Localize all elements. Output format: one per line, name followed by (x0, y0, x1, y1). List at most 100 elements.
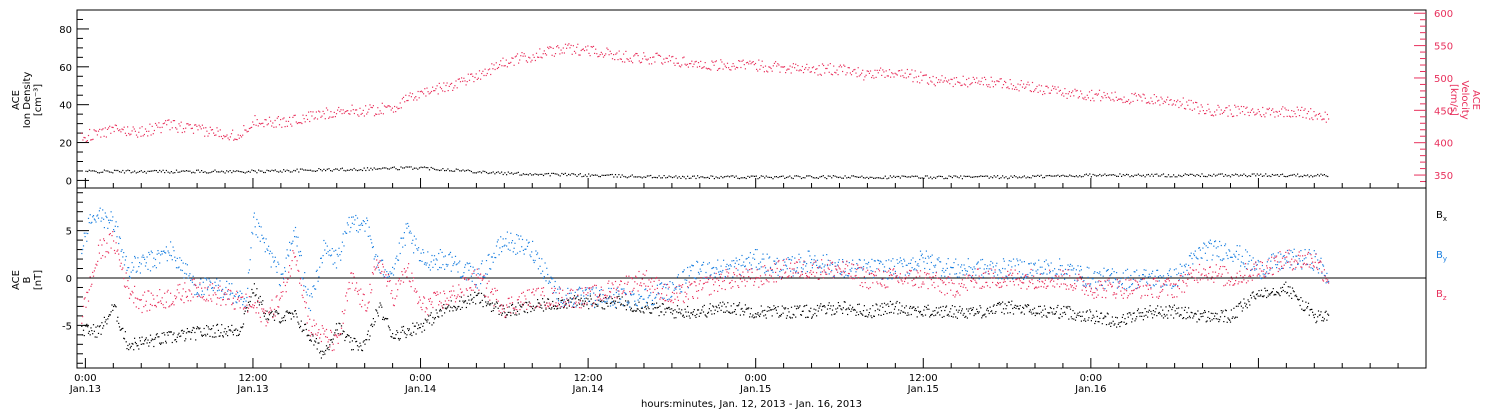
data-point (206, 325, 208, 327)
data-point (443, 304, 445, 306)
data-point (508, 62, 510, 64)
data-point (525, 248, 527, 250)
data-point (181, 131, 183, 134)
data-point (662, 303, 664, 305)
data-point (443, 82, 445, 84)
data-point (1061, 94, 1063, 96)
data-point (857, 67, 859, 69)
data-point (336, 253, 338, 255)
data-point (175, 127, 177, 129)
data-point (1077, 312, 1079, 314)
data-point (933, 83, 935, 85)
data-point (682, 314, 684, 316)
data-point (269, 250, 271, 252)
data-point (1271, 291, 1273, 293)
data-point (666, 284, 668, 286)
data-point (582, 48, 584, 50)
data-point (211, 129, 214, 131)
data-point (761, 60, 763, 62)
data-point (219, 171, 221, 173)
data-point (1285, 176, 1287, 178)
data-point (1298, 115, 1301, 117)
data-point (1250, 269, 1252, 271)
data-point (322, 354, 324, 356)
data-point (158, 122, 160, 124)
data-point (301, 330, 303, 333)
data-point (1294, 268, 1296, 270)
data-point (258, 122, 260, 124)
data-point (413, 99, 415, 101)
data-point (263, 312, 265, 314)
data-point (263, 315, 265, 317)
data-point (283, 316, 285, 319)
data-point (939, 81, 941, 83)
data-point (1219, 319, 1221, 321)
data-point (1159, 175, 1161, 177)
data-point (798, 253, 800, 255)
data-point (207, 326, 209, 328)
data-point (512, 173, 514, 175)
data-point (387, 168, 389, 170)
data-point (651, 63, 653, 65)
data-point (113, 130, 115, 133)
data-point (727, 268, 729, 270)
data-point (1019, 259, 1021, 261)
data-point (215, 134, 217, 136)
data-point (1012, 278, 1014, 280)
data-point (964, 316, 966, 318)
data-point (1162, 285, 1164, 287)
data-point (649, 57, 651, 59)
data-point (849, 177, 851, 179)
data-point (1104, 94, 1106, 97)
data-point (285, 120, 287, 122)
data-point (253, 170, 255, 172)
data-point (1162, 173, 1165, 175)
data-point (764, 272, 766, 274)
data-point (1062, 312, 1064, 314)
data-point (368, 108, 370, 110)
data-point (880, 67, 882, 69)
data-point (432, 316, 434, 319)
data-point (445, 308, 447, 310)
data-point (85, 170, 87, 172)
data-point (1059, 313, 1061, 315)
data-point (575, 306, 577, 308)
data-point (182, 332, 184, 334)
data-point (1143, 315, 1145, 317)
data-point (782, 312, 784, 314)
data-point (1302, 260, 1304, 262)
data-point (634, 304, 636, 306)
data-point (285, 257, 287, 259)
data-point (640, 176, 642, 178)
data-point (344, 339, 346, 342)
data-point (1032, 269, 1034, 271)
data-point (785, 265, 788, 267)
data-point (870, 270, 872, 272)
data-point (1243, 298, 1245, 300)
data-point (307, 334, 309, 336)
data-point (664, 283, 666, 285)
data-point (423, 166, 426, 168)
data-point (738, 259, 741, 261)
data-point (232, 129, 234, 131)
data-point (1154, 311, 1156, 313)
data-point (976, 262, 979, 264)
data-point (802, 310, 804, 312)
data-point (90, 327, 92, 329)
data-point (1030, 90, 1032, 93)
data-point (1266, 289, 1268, 292)
data-point (672, 55, 674, 58)
data-point (531, 59, 533, 61)
data-point (499, 172, 501, 174)
data-point (635, 52, 637, 55)
density-series (85, 166, 1329, 180)
data-point (303, 118, 305, 120)
data-point (1317, 316, 1319, 318)
data-point (1275, 174, 1277, 176)
data-point (1253, 173, 1255, 175)
data-point (1083, 319, 1085, 322)
data-point (1197, 310, 1199, 312)
data-point (831, 263, 834, 265)
data-point (454, 307, 457, 309)
data-point (147, 135, 149, 137)
